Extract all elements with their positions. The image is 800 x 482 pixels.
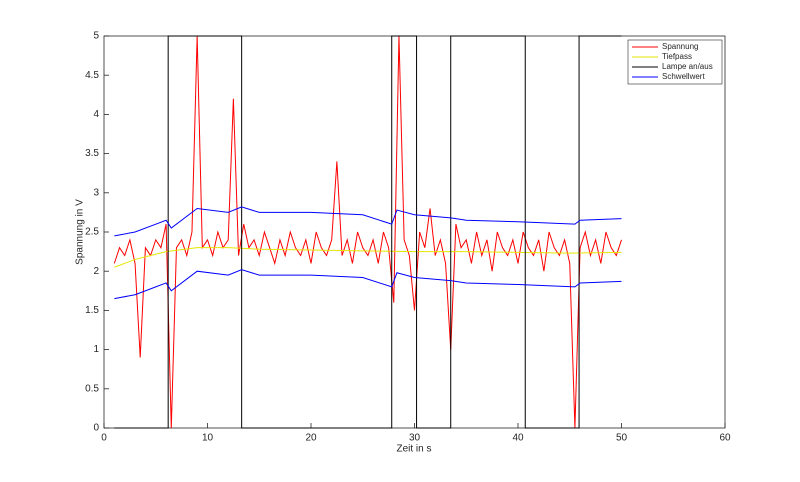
x-tick-label: 30 [409,433,421,444]
y-tick-label: 5 [93,31,99,42]
x-tick-label: 0 [101,433,107,444]
y-axis-label: Spannung in V [75,199,86,265]
y-tick-label: 4.5 [85,70,99,81]
y-tick-label: 1.5 [85,305,99,316]
plot-frame [103,35,726,429]
legend-label: Spannung [662,42,698,51]
legend-label: Lampe an/aus [662,62,713,71]
x-tick-label: 40 [512,433,524,444]
x-axis-label: Zeit in s [396,444,431,455]
y-tick-label: 0.5 [85,383,99,394]
x-tick-label: 60 [719,433,731,444]
series-line [114,269,622,300]
series-line [113,35,622,429]
series-line [114,35,622,429]
y-tick-label: 3 [93,187,99,198]
legend-label: Schwellwert [662,72,705,81]
series-line [114,206,622,237]
y-tick-label: 2 [93,266,99,277]
y-tick-label: 3.5 [85,148,99,159]
y-tick-label: 0 [93,423,99,434]
y-tick-label: 1 [93,344,99,355]
y-tick-label: 2.5 [85,227,99,238]
y-tick-label: 4 [93,109,99,120]
x-tick-label: 20 [305,433,317,444]
legend-label: Tiefpass [662,52,692,61]
series-line [114,247,622,268]
x-tick-label: 50 [616,433,628,444]
x-tick-label: 10 [202,433,214,444]
